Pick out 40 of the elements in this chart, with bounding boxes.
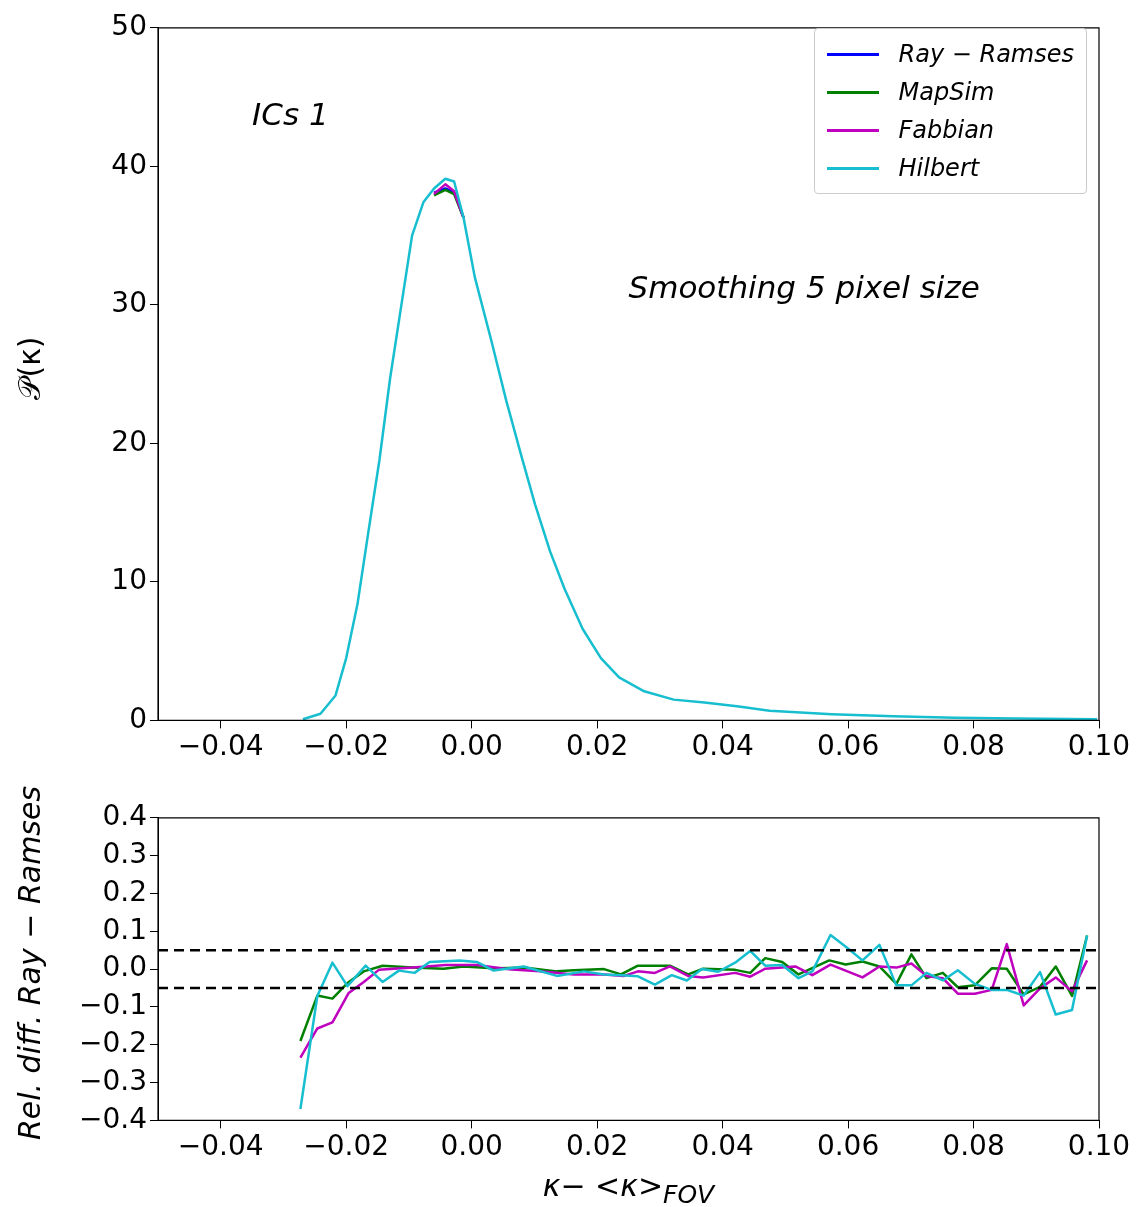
y-tick-label: −0.1 [79, 988, 147, 1022]
x-tick-label: 0.00 [440, 729, 503, 763]
x-tick-label: −0.02 [303, 729, 390, 763]
y-tick-label: 40 [111, 147, 147, 181]
y-tick-label: 0.0 [102, 950, 147, 984]
y-tick-label: 0.4 [102, 799, 147, 833]
x-tick-label: −0.04 [177, 1129, 264, 1163]
x-tick-label: −0.04 [177, 729, 264, 763]
y-tick-label: 0.3 [102, 836, 147, 870]
y-tick-label: 0 [129, 701, 147, 735]
x-tick-label: 0.04 [691, 729, 754, 763]
y-tick-label: −0.2 [79, 1026, 147, 1060]
y-tick-label: −0.3 [79, 1063, 147, 1097]
y-tick-label: 30 [111, 286, 147, 320]
x-tick-label: 0.00 [440, 1129, 503, 1163]
legend-label: Fabbian [898, 116, 995, 144]
x-axis-title: κ− <κ>$_{FOV}$ [541, 1168, 717, 1207]
x-tick-label: −0.02 [303, 1129, 390, 1163]
legend-label: MapSim [898, 78, 995, 106]
x-tick-label: 0.02 [565, 1129, 629, 1163]
x-tick-label: 0.10 [1067, 1129, 1131, 1163]
y-axis-title: Rel. diff. Ray − Ramses [12, 785, 47, 1141]
y-tick-label: 10 [111, 563, 147, 597]
x-tick-label: 0.06 [816, 729, 880, 763]
y-tick-label: 50 [111, 9, 147, 43]
y-tick-label: 20 [111, 424, 147, 458]
legend-label: Ray − Ramses [898, 40, 1074, 68]
x-tick-label: 0.06 [816, 1129, 880, 1163]
x-tick-label: 0.02 [565, 729, 629, 763]
x-tick-label: 0.10 [1067, 729, 1131, 763]
y-axis-title: 𝒫(κ) [12, 336, 47, 400]
annotation: Smoothing 5 pixel size [628, 268, 980, 305]
x-tick-label: 0.08 [942, 1129, 1005, 1163]
y-tick-label: 0.2 [102, 874, 147, 908]
y-tick-label: 0.1 [102, 912, 147, 946]
x-tick-label: 0.08 [942, 729, 1005, 763]
annotation: ICs 1 [252, 95, 329, 132]
y-tick-label: −0.4 [79, 1101, 147, 1135]
legend-label: Hilbert [898, 154, 980, 182]
x-tick-label: 0.04 [691, 1129, 754, 1163]
